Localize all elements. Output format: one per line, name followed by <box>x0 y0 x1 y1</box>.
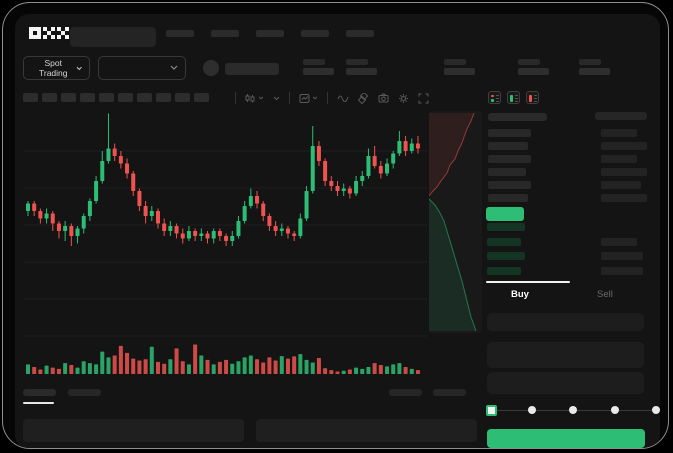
ask-size-placeholder[interactable] <box>601 142 647 150</box>
bottom-right-placeholder-2 <box>433 389 466 396</box>
market-type-label: Spot Trading <box>39 58 68 78</box>
compare-icon[interactable] <box>358 92 369 104</box>
ask-size-placeholder[interactable] <box>601 194 647 202</box>
bottom-tab-1-placeholder[interactable] <box>23 389 56 396</box>
bid-size-placeholder[interactable] <box>601 252 643 260</box>
stat-value-placeholder <box>444 68 475 75</box>
nav-item-placeholder[interactable] <box>346 30 374 37</box>
app-window: Spot Trading <box>2 2 669 449</box>
divider <box>289 92 290 104</box>
timeframe-button-placeholder[interactable] <box>156 93 171 102</box>
timeframe-button-placeholder[interactable] <box>99 93 114 102</box>
book-bids-icon[interactable] <box>507 91 520 104</box>
orderbook-size-header-placeholder <box>595 112 647 120</box>
timeframe-button-placeholder[interactable] <box>23 93 38 102</box>
bottom-tab-2-placeholder[interactable] <box>68 389 101 396</box>
stat-label-placeholder <box>346 59 368 65</box>
candle-style-icon[interactable] <box>245 93 264 104</box>
stat-value-placeholder <box>518 68 549 75</box>
book-asks-icon[interactable] <box>526 91 539 104</box>
timeframe-button-placeholder[interactable] <box>61 93 76 102</box>
bid-price-placeholder[interactable] <box>487 266 521 275</box>
slider-stop[interactable] <box>610 406 619 414</box>
ask-size-placeholder[interactable] <box>601 168 647 176</box>
ask-price-placeholder[interactable] <box>488 168 526 176</box>
bottom-active-tab-indicator <box>23 402 54 404</box>
stat-value-placeholder <box>579 68 610 75</box>
pair-dropdown[interactable] <box>98 56 186 80</box>
slider-stop[interactable] <box>569 406 577 414</box>
ask-size-placeholder[interactable] <box>601 181 641 189</box>
nav-item-placeholder[interactable] <box>166 30 194 37</box>
timeframe-button-placeholder[interactable] <box>80 93 95 102</box>
pair-name-placeholder <box>225 63 279 75</box>
stat-value-placeholder <box>346 68 377 75</box>
ask-size-placeholder[interactable] <box>601 129 637 137</box>
history-table-placeholder <box>256 419 477 442</box>
divider <box>327 92 328 104</box>
ask-size-placeholder[interactable] <box>601 155 637 163</box>
camera-icon[interactable] <box>378 93 389 103</box>
tab-buy[interactable]: Buy <box>511 289 529 300</box>
chevron-down-icon <box>170 65 178 70</box>
stat-label-placeholder <box>579 59 601 65</box>
orderbook-price-header-placeholder <box>488 113 547 121</box>
timeframe-button-placeholder[interactable] <box>42 93 57 102</box>
stat-label-placeholder <box>303 59 325 65</box>
bid-price-placeholder[interactable] <box>487 252 525 260</box>
timeframe-button-placeholder[interactable] <box>137 93 152 102</box>
ask-price-placeholder[interactable] <box>488 142 528 150</box>
bottom-right-placeholder-1 <box>389 389 422 396</box>
timeframe-button-placeholder[interactable] <box>194 93 209 102</box>
buy-button[interactable] <box>487 429 645 448</box>
timeframe-button-placeholder[interactable] <box>118 93 133 102</box>
price-input-placeholder[interactable] <box>487 313 644 331</box>
indicator-icon[interactable] <box>299 93 318 104</box>
market-type-dropdown[interactable]: Spot Trading <box>23 56 90 80</box>
settings-gear-icon[interactable] <box>398 93 409 104</box>
bid-price-placeholder[interactable] <box>487 237 521 246</box>
stat-label-placeholder <box>518 59 540 65</box>
search-bar-placeholder[interactable] <box>70 27 156 47</box>
line-type-icon[interactable] <box>337 94 349 102</box>
last-price-bar[interactable] <box>486 207 524 221</box>
timeframe-button-placeholder[interactable] <box>175 93 190 102</box>
book-both-icon[interactable] <box>488 91 501 104</box>
nav-item-placeholder[interactable] <box>211 30 239 37</box>
slider-stop[interactable] <box>652 406 660 414</box>
total-input-placeholder[interactable] <box>487 372 644 394</box>
orderbook-view-toggles <box>488 91 539 104</box>
bid-price-placeholder[interactable] <box>487 223 525 231</box>
bid-size-placeholder[interactable] <box>601 237 637 246</box>
chevron-down-icon <box>76 66 82 70</box>
divider <box>235 92 236 104</box>
tab-sell[interactable]: Sell <box>597 289 613 300</box>
amount-input-placeholder[interactable] <box>487 342 644 368</box>
fullscreen-icon[interactable] <box>418 93 429 104</box>
okx-logo[interactable] <box>29 25 69 41</box>
slider-stop[interactable] <box>527 406 536 414</box>
depth-chart[interactable] <box>429 111 482 333</box>
ask-price-placeholder[interactable] <box>488 181 531 189</box>
ask-price-placeholder[interactable] <box>488 194 528 202</box>
stat-label-placeholder <box>444 59 466 65</box>
ask-price-placeholder[interactable] <box>488 129 531 137</box>
nav-item-placeholder[interactable] <box>256 30 284 37</box>
stat-value-placeholder <box>303 68 334 75</box>
chart-tools <box>235 92 429 104</box>
chevron-down-icon[interactable] <box>273 96 280 101</box>
slider-handle-selected[interactable] <box>486 405 497 416</box>
coin-icon <box>203 60 219 76</box>
bid-size-placeholder[interactable] <box>601 266 643 275</box>
candlestick-chart[interactable] <box>23 109 427 379</box>
ask-price-placeholder[interactable] <box>488 155 531 163</box>
orders-table-placeholder <box>23 419 244 442</box>
active-tab-indicator <box>486 281 570 283</box>
nav-item-placeholder[interactable] <box>301 30 329 37</box>
